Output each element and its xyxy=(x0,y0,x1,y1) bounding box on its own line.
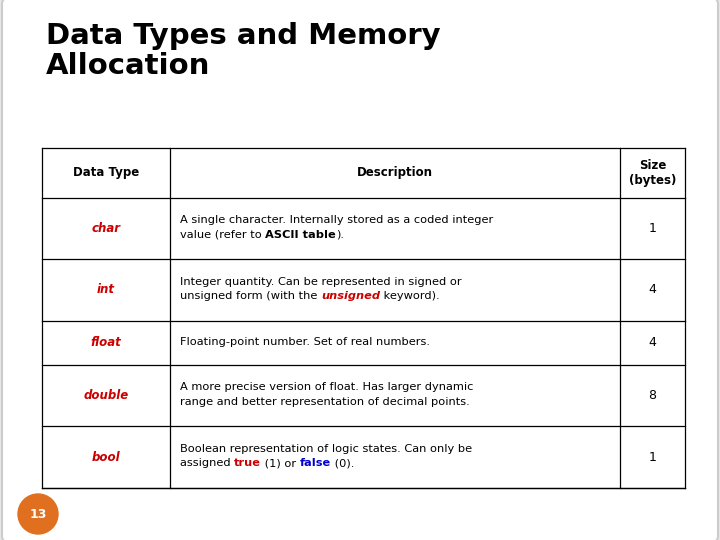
Text: Integer quantity. Can be represented in signed or: Integer quantity. Can be represented in … xyxy=(180,276,462,287)
Text: Description: Description xyxy=(357,166,433,179)
Text: Boolean representation of logic states. Can only be: Boolean representation of logic states. … xyxy=(180,444,472,454)
Text: false: false xyxy=(300,458,331,469)
Text: A more precise version of float. Has larger dynamic: A more precise version of float. Has lar… xyxy=(180,382,473,393)
Text: ASCII table: ASCII table xyxy=(266,230,336,240)
Text: (0).: (0). xyxy=(331,458,355,469)
Text: int: int xyxy=(97,284,115,296)
Text: double: double xyxy=(84,389,129,402)
Text: Size
(bytes): Size (bytes) xyxy=(629,159,676,187)
Text: unsigned form (with the: unsigned form (with the xyxy=(180,291,321,301)
Text: Data Type: Data Type xyxy=(73,166,139,179)
Text: 4: 4 xyxy=(649,284,657,296)
Text: assigned: assigned xyxy=(180,458,234,469)
Text: unsigned: unsigned xyxy=(321,291,380,301)
Text: char: char xyxy=(91,222,120,235)
Text: 1: 1 xyxy=(649,451,657,464)
Text: value (refer to: value (refer to xyxy=(180,230,266,240)
Text: 13: 13 xyxy=(30,508,47,521)
Text: float: float xyxy=(91,336,122,349)
Text: range and better representation of decimal points.: range and better representation of decim… xyxy=(180,397,469,407)
Text: 4: 4 xyxy=(649,336,657,349)
Text: A single character. Internally stored as a coded integer: A single character. Internally stored as… xyxy=(180,215,493,225)
Text: Allocation: Allocation xyxy=(46,52,210,80)
Text: keyword).: keyword). xyxy=(380,291,440,301)
Text: 1: 1 xyxy=(649,222,657,235)
Text: Floating-point number. Set of real numbers.: Floating-point number. Set of real numbe… xyxy=(180,337,430,347)
Text: ).: ). xyxy=(336,230,344,240)
Text: bool: bool xyxy=(91,451,120,464)
Text: Data Types and Memory: Data Types and Memory xyxy=(46,22,441,50)
Circle shape xyxy=(18,494,58,534)
Text: true: true xyxy=(234,458,261,469)
Text: 8: 8 xyxy=(649,389,657,402)
Text: (1) or: (1) or xyxy=(261,458,300,469)
